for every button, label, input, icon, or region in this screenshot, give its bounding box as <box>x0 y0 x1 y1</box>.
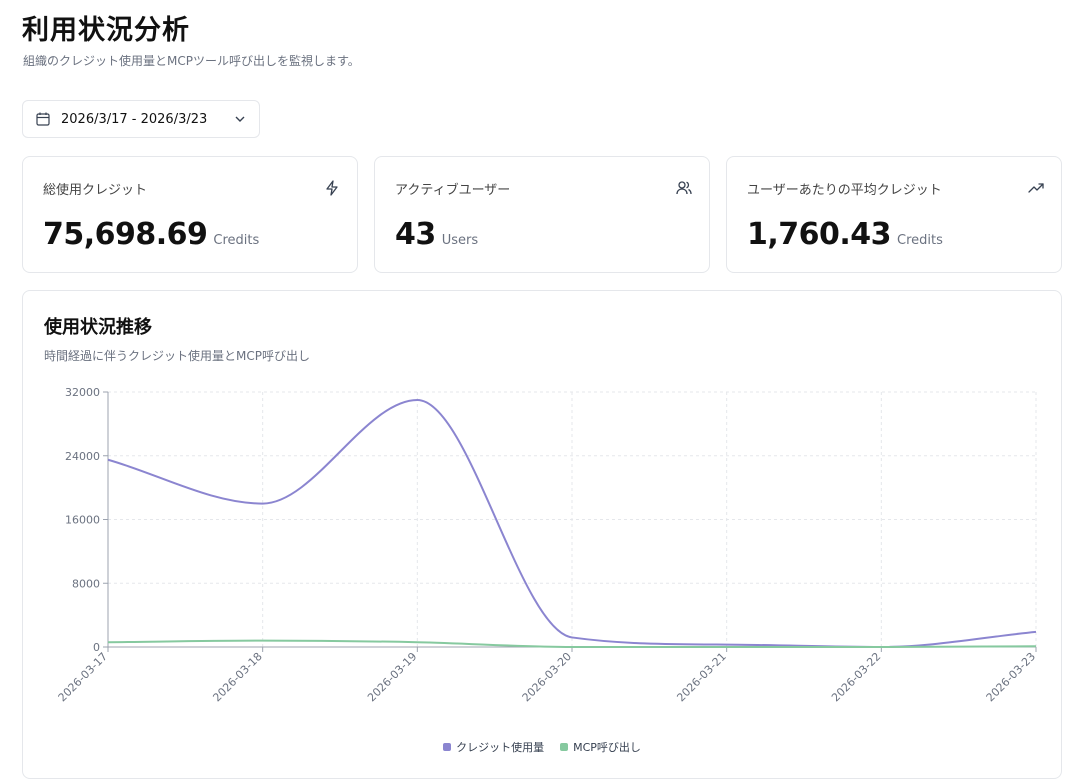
trending-up-icon <box>1027 179 1045 197</box>
calendar-icon <box>35 111 51 127</box>
stat-card-avg-credits: ユーザーあたりの平均クレジット 1,760.43 Credits <box>726 156 1062 273</box>
stat-unit: Credits <box>897 233 943 248</box>
y-tick-label: 8000 <box>72 577 100 590</box>
stat-unit: Credits <box>213 233 260 248</box>
x-tick-label: 2026-03-17 <box>56 650 110 704</box>
stat-title: ユーザーあたりの平均クレジット <box>747 183 942 198</box>
stat-value: 43 <box>395 217 436 252</box>
x-tick-label: 2026-03-20 <box>520 650 574 704</box>
y-tick-label: 16000 <box>65 514 100 527</box>
stat-card-active-users: アクティブユーザー 43 Users <box>374 156 710 273</box>
legend-label: クレジット使用量 <box>456 741 545 754</box>
chart-title: 使用状況推移 <box>44 317 152 338</box>
legend-swatch <box>443 743 452 751</box>
stat-title: アクティブユーザー <box>395 183 511 198</box>
date-range-label: 2026/3/17 - 2026/3/23 <box>61 111 208 127</box>
x-tick-label: 2026-03-21 <box>674 650 728 704</box>
x-tick-label: 2026-03-18 <box>210 650 264 704</box>
usage-line-chart: 0 8000 16000 24000 32000 2026-03-17 2026-03-18… <box>56 386 1038 704</box>
legend-label: MCP呼び出し <box>573 741 641 754</box>
legend-item: MCP呼び出し <box>560 739 641 755</box>
page-subtitle: 組織のクレジット使用量とMCPツール呼び出しを監視します。 <box>23 54 360 68</box>
series-line-mcp-calls <box>107 639 1037 649</box>
y-tick-label: 0 <box>93 641 100 654</box>
stat-card-total-credits: 総使用クレジット 75,698.69 Credits <box>22 156 358 273</box>
lightning-icon <box>323 179 341 197</box>
y-tick-label: 24000 <box>65 450 100 463</box>
legend-item: クレジット使用量 <box>443 739 544 755</box>
chart-legend: クレジット使用量 MCP呼び出し <box>23 739 1061 755</box>
stat-title: 総使用クレジット <box>43 183 148 198</box>
chart-description: 時間経過に伴うクレジット使用量とMCP呼び出し <box>44 349 310 363</box>
page-title: 利用状況分析 <box>22 15 190 46</box>
stat-value: 75,698.69 <box>43 217 208 252</box>
stat-value: 1,760.43 <box>747 217 892 252</box>
y-tick-label: 32000 <box>65 386 100 399</box>
date-range-picker[interactable]: 2026/3/17 - 2026/3/23 <box>22 100 260 138</box>
x-tick-label: 2026-03-19 <box>365 650 419 704</box>
x-tick-label: 2026-03-22 <box>829 650 883 704</box>
legend-swatch <box>560 743 569 751</box>
x-tick-label: 2026-03-23 <box>984 650 1038 704</box>
usage-trend-card: 使用状況推移 時間経過に伴うクレジット使用量とMCP呼び出し 0 8000 1600… <box>22 290 1062 779</box>
chevron-down-icon <box>233 112 247 126</box>
stat-unit: Users <box>441 233 479 248</box>
users-icon <box>675 179 693 197</box>
